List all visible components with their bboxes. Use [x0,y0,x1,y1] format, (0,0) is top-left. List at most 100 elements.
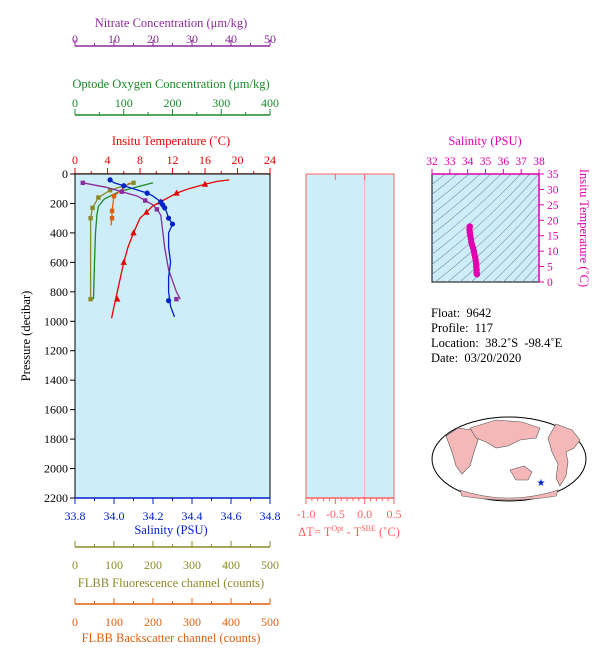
salinity-marker [107,177,113,183]
nitrate-tick-label: 0 [72,32,78,46]
salinity-marker [144,190,150,196]
ts-points [466,223,481,278]
ts-y-tick-label: 25 [547,200,559,212]
ts-density-contour [432,174,446,185]
pressure-tick-label: 1000 [44,314,68,328]
delta-tick-label: -1.0 [297,507,316,521]
ts-temperature-title: Insitu Temperature (˚C) [577,169,591,287]
ts-density-contour [432,174,458,195]
delta-plot-area [305,173,395,499]
oxygen-profile-line [92,182,154,300]
float-info: Float: 9642 Profile: 117 Location: 38.2˚… [431,306,562,366]
ts-y-tick-label: 20 [547,215,559,227]
ts-density-contour [432,174,492,225]
salinity-marker [169,221,176,227]
ts-density-contour [522,263,539,282]
fluorescence-tick-label: 200 [144,558,162,572]
delta-axis-title: ΔT= TOpt - TSBE (˚C) [298,524,400,539]
pressure-tick-label: 1200 [44,344,68,358]
temperature-tick-label: 12 [167,153,179,167]
oxygen-tick-label: 0 [72,96,78,110]
backscatter-marker [111,193,117,199]
ts-density-contour [447,193,539,282]
ts-density-contour [502,243,539,282]
nitrate-marker [154,207,160,212]
ts-density-contour [434,183,539,282]
map-americas [547,423,581,487]
temperature-marker [130,229,137,236]
ts-density-contour [422,2,549,122]
nitrate-axis: 0 10 20 30 40 50 [72,32,276,47]
oxygen-tick-label: 100 [115,96,133,110]
profile-series [80,177,230,319]
temperature-tick-label: 0 [72,153,78,167]
oxygen-tick-label: 200 [164,96,182,110]
ts-density-contour [432,174,512,245]
temperature-marker [173,189,180,196]
pressure-tick-label: 1600 [44,403,68,417]
temperature-marker [120,258,127,265]
temperature-axis: 0 4 8 12 16 20 24 [72,153,276,175]
oxygen-axis: 0 100 200 300 400 [72,96,279,116]
ts-density-contour [422,0,549,102]
ts-x-tick-label: 37 [515,156,527,168]
temperature-marker [114,295,121,302]
ts-density-contour [422,22,549,142]
backscatter-tick-label: 100 [105,615,123,629]
salinity-tick-label: 33.8 [65,509,86,523]
salinity-tick-label: 34.4 [182,509,203,523]
float-location-marker: ★ [537,478,546,489]
oxygen-tick-label: 300 [212,96,230,110]
fluorescence-marker [96,195,101,200]
main-plot-area [74,173,271,499]
ts-x-tick-label: 34 [462,156,474,168]
ts-density-contour [470,213,539,282]
world-map: ★ [431,416,587,502]
fluorescence-tick-label: 300 [183,558,201,572]
nitrate-tick-label: 10 [108,32,120,46]
profile-number: Profile: 117 [431,321,494,335]
ts-y-tick-label: 0 [547,277,553,289]
nitrate-tick-label: 20 [147,32,159,46]
pressure-tick-label: 2200 [44,491,68,505]
ts-y-tick-label: 5 [547,262,553,274]
nitrate-tick-label: 50 [264,32,276,46]
backscatter-tick-label: 400 [222,615,240,629]
pressure-tick-label: 400 [50,226,68,240]
location: Location: 38.2˚S -98.4˚E [431,336,563,350]
ts-density-contour [422,0,549,92]
nitrate-marker [174,296,179,302]
pressure-axis: 0 200 400 600 800 1000 1200 1400 1600 1800 2000 220… [44,167,75,505]
ts-density-contour [422,12,549,132]
ts-x-tick-label: 32 [426,156,438,168]
fluorescence-axis: 0 100 200 300 400 500 [72,541,279,572]
pressure-tick-label: 200 [50,196,68,210]
map-australia [509,465,533,481]
temperature-tick-label: 4 [105,153,111,167]
backscatter-axis: 0 100 200 300 400 500 [72,598,279,629]
ts-density-contours [422,0,549,282]
backscatter-tick-label: 0 [72,615,78,629]
delta-tick-label: 0.0 [357,507,372,521]
fluorescence-tick-label: 0 [72,558,78,572]
date: Date: 03/20/2020 [431,351,522,365]
salinity-tick-label: 34.6 [221,509,242,523]
nitrate-marker [143,198,148,203]
salinity-tick-label: 34.2 [143,509,164,523]
delta-tick-label: -0.5 [326,507,345,521]
ts-x-tick-label: 38 [533,156,545,168]
fluorescence-tick-label: 400 [222,558,240,572]
salinity-marker [162,205,168,211]
ts-x-tick-label: 35 [480,156,492,168]
salinity-axis-title: Salinity (PSU) [134,523,207,537]
float-id: Float: 9642 [431,306,492,320]
nitrate-tick-label: 30 [186,32,198,46]
ts-density-contour [432,174,531,265]
ts-point [466,223,474,230]
ts-x-tick-label: 33 [444,156,456,168]
ts-y-tick-label: 35 [547,169,559,181]
ts-density-contour [432,174,539,275]
ts-density-contour [492,233,539,282]
ts-x-tick-label: 36 [498,156,510,168]
pressure-tick-label: 600 [50,255,68,269]
